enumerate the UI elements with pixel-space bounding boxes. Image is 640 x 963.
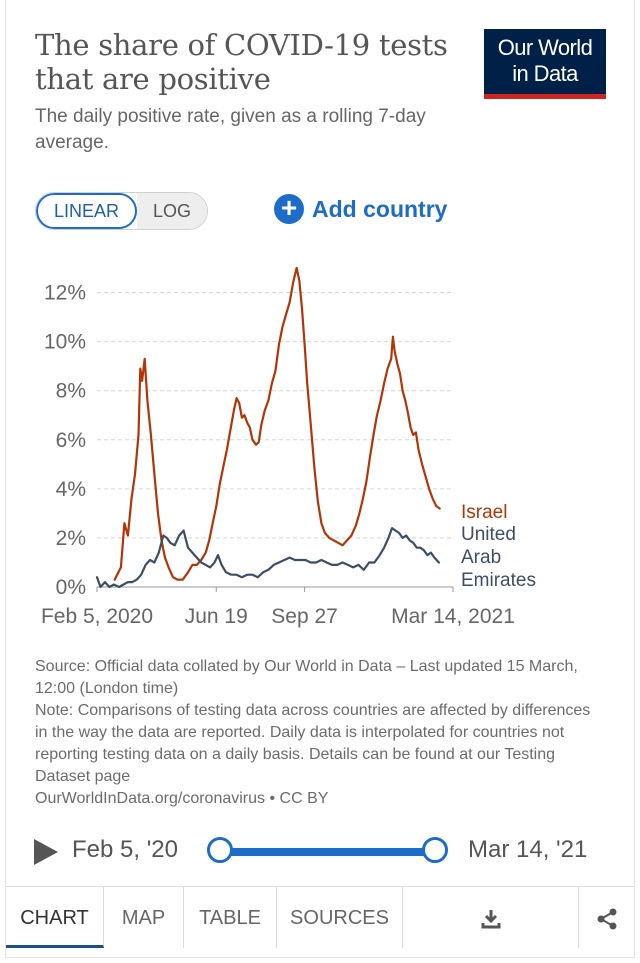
log-scale-button[interactable]: LOG <box>137 193 208 229</box>
page-subtitle: The daily positive rate, given as a roll… <box>35 106 426 153</box>
linear-scale-button[interactable]: LINEAR <box>36 193 138 229</box>
y-tick-label: 12% <box>44 282 86 305</box>
line-chart: 0% 2% 4% 6% 8% 10% 12% Feb 5, 2020 Jun 19 Sep 27 M… <box>41 266 536 628</box>
y-tick-label: 6% <box>56 429 86 452</box>
timeline-track[interactable] <box>222 848 436 856</box>
y-tick-label: 2% <box>56 527 86 550</box>
source-text: Source: Official data collated by Our Wo… <box>35 658 578 697</box>
y-tick-label: 4% <box>56 478 86 501</box>
tab-map[interactable]: MAP <box>104 887 184 948</box>
download-button[interactable] <box>403 887 579 948</box>
share-icon <box>597 908 616 930</box>
x-tick-label: Jun 19 <box>185 605 248 628</box>
share-button[interactable] <box>579 887 634 948</box>
y-tick-label: 10% <box>44 331 86 354</box>
page-title: The share of COVID-19 tests that are pos… <box>35 28 448 96</box>
scale-toggle: LINEAR LOG <box>35 192 209 230</box>
series-end-label: Israel <box>461 502 507 523</box>
add-country-button[interactable]: + Add country <box>274 194 447 224</box>
owid-logo[interactable]: Our World in Data <box>484 29 606 99</box>
y-tick-label: 0% <box>56 576 86 599</box>
logo-line-2: in Data <box>512 61 578 86</box>
logo-line-1: Our World <box>497 35 593 60</box>
tab-chart[interactable]: CHART <box>6 887 104 948</box>
timeline-end-handle[interactable] <box>422 837 448 863</box>
timeline: Feb 5, '20 Mar 14, '21 <box>32 830 622 874</box>
play-icon[interactable] <box>34 839 58 865</box>
tab-bar: CHART MAP TABLE SOURCES <box>6 886 634 948</box>
download-icon <box>481 909 500 929</box>
timeline-end-label: Mar 14, '21 <box>468 836 588 863</box>
x-tick-label: Mar 14, 2021 <box>391 605 515 628</box>
chart-frame <box>5 0 635 958</box>
timeline-start-label: Feb 5, '20 <box>72 836 178 863</box>
series-end-label: United <box>461 524 516 545</box>
tab-sources[interactable]: SOURCES <box>277 887 403 948</box>
tab-table[interactable]: TABLE <box>184 887 277 948</box>
add-country-label: Add country <box>312 195 448 222</box>
timeline-start-handle[interactable] <box>207 837 233 863</box>
series-line-united-arab-emirates <box>95 527 440 589</box>
series-end-label: Arab <box>461 547 501 568</box>
note-text: Note: Comparisons of testing data across… <box>35 702 591 785</box>
license-text: OurWorldInData.org/coronavirus • CC BY <box>35 790 329 807</box>
series-line-israel <box>113 266 441 581</box>
y-tick-label: 8% <box>56 380 86 403</box>
series-end-label: Emirates <box>461 570 536 591</box>
x-tick-label: Feb 5, 2020 <box>41 605 153 628</box>
x-tick-label: Sep 27 <box>271 605 338 628</box>
footnote: Source: Official data collated by Our Wo… <box>35 656 605 810</box>
plus-icon: + <box>274 194 304 224</box>
